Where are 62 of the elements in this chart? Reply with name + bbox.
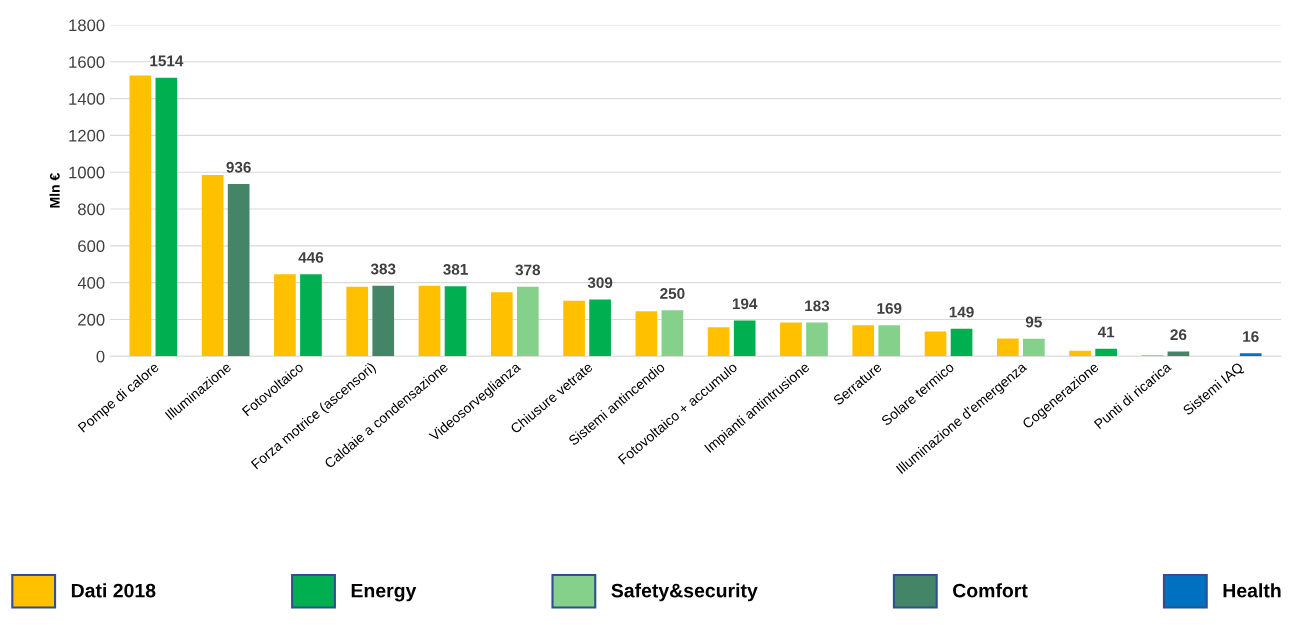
data-label: 41 <box>1097 326 1115 338</box>
legend-label: Energy <box>351 583 417 602</box>
bar <box>635 311 658 357</box>
data-label: 16 <box>1243 331 1259 342</box>
bar <box>372 285 395 357</box>
bar <box>878 325 901 357</box>
bar <box>924 331 947 357</box>
data-label: 381 <box>443 263 468 275</box>
y-tick-label: 1800 <box>69 19 105 32</box>
bar <box>155 77 178 357</box>
data-label: 446 <box>298 252 324 263</box>
y-tick-label: 200 <box>78 313 105 326</box>
y-tick-label: 1600 <box>69 56 105 69</box>
data-label: 1514 <box>150 55 184 67</box>
y-tick-label: 800 <box>78 203 105 216</box>
data-label: 378 <box>515 264 541 276</box>
bar <box>516 286 539 357</box>
bar <box>733 320 756 357</box>
bar <box>444 286 467 357</box>
legend-label: Dati 2018 <box>71 583 156 598</box>
data-label: 95 <box>1025 316 1042 328</box>
bar <box>201 174 224 357</box>
data-label: 149 <box>949 306 974 318</box>
bar <box>490 292 513 357</box>
bar <box>661 310 684 357</box>
bar <box>227 184 250 357</box>
bar <box>129 75 152 357</box>
y-axis-title: Mln € <box>49 173 60 208</box>
bar <box>1095 348 1117 357</box>
y-tick-label: 1000 <box>69 166 105 179</box>
bar <box>1167 351 1190 357</box>
data-label: 194 <box>732 298 758 310</box>
data-label: 169 <box>877 302 902 314</box>
legend-label: Comfort <box>953 583 1028 598</box>
y-tick-label: 400 <box>77 277 105 289</box>
data-label: 936 <box>226 161 251 173</box>
bar <box>806 322 828 357</box>
bar <box>1069 350 1091 357</box>
data-label: 183 <box>805 300 830 312</box>
bar <box>780 322 802 357</box>
legend-label: Safety&security <box>611 583 758 602</box>
data-label: 250 <box>660 288 685 299</box>
data-label: 26 <box>1170 329 1187 341</box>
bar <box>346 286 369 357</box>
y-tick-label: 600 <box>78 240 105 253</box>
bar <box>589 299 611 357</box>
bar <box>707 327 730 357</box>
y-tick-label: 0 <box>96 350 105 363</box>
bar <box>418 285 441 357</box>
data-label: 309 <box>587 277 613 289</box>
y-tick-label: 1200 <box>69 129 105 142</box>
y-tick-label: 1400 <box>69 93 105 105</box>
bar <box>563 300 585 357</box>
bar <box>1239 353 1262 357</box>
bar <box>274 274 296 357</box>
data-label: 383 <box>370 263 396 275</box>
bar <box>950 328 973 357</box>
bar <box>996 338 1019 357</box>
bar <box>852 325 875 357</box>
bar <box>300 274 322 357</box>
legend-label: Health <box>1223 583 1281 598</box>
bar <box>1022 338 1045 357</box>
